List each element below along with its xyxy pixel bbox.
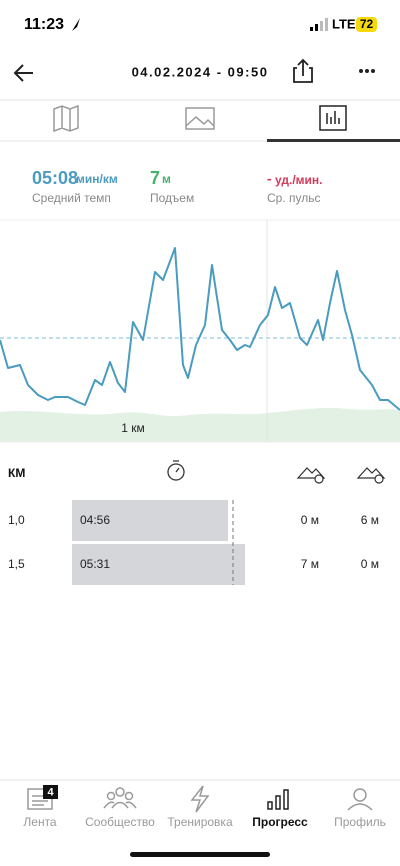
badge-count: 4 bbox=[47, 786, 54, 798]
location-icon bbox=[72, 18, 80, 31]
ascent-cell: 0 м bbox=[301, 513, 319, 527]
pace-cell: 05:31 bbox=[80, 557, 110, 571]
stat-unit: мин/км bbox=[76, 172, 118, 186]
community-icon[interactable] bbox=[103, 787, 137, 809]
pace-cell: 04:56 bbox=[80, 513, 110, 527]
nav-label[interactable]: Тренировка bbox=[167, 815, 233, 829]
workout-icon[interactable] bbox=[190, 785, 210, 813]
badge bbox=[43, 785, 58, 799]
ascent-icon bbox=[296, 467, 326, 484]
stat-value: - bbox=[267, 171, 272, 187]
pace-line bbox=[0, 247, 400, 411]
header-title: 04.02.2024 - 09:50 bbox=[132, 64, 269, 79]
nav-label[interactable]: Прогресс bbox=[252, 815, 308, 829]
profile-icon[interactable] bbox=[347, 788, 373, 811]
descent-cell: 0 м bbox=[361, 557, 379, 571]
chart-tab[interactable] bbox=[319, 105, 347, 131]
stat-value: 7 bbox=[150, 168, 160, 188]
nav-label[interactable]: Лента bbox=[23, 815, 57, 829]
elevation-area bbox=[0, 407, 400, 442]
share-button[interactable] bbox=[293, 58, 313, 83]
map-tab[interactable] bbox=[53, 104, 79, 133]
km-cell: 1,5 bbox=[8, 557, 25, 571]
network-label: LTE bbox=[332, 16, 356, 31]
nav-label[interactable]: Сообщество bbox=[85, 815, 155, 829]
battery-level: 72 bbox=[360, 17, 374, 31]
column-header: КМ bbox=[8, 466, 25, 480]
km-cell: 1,0 bbox=[8, 513, 25, 527]
x-axis-label: 1 км bbox=[121, 421, 145, 435]
descent-cell: 6 м bbox=[361, 513, 379, 527]
pace-bar bbox=[72, 544, 245, 585]
stat-value: 05:08 bbox=[32, 168, 78, 188]
progress-icon[interactable] bbox=[267, 789, 289, 810]
home-indicator bbox=[130, 852, 270, 857]
battery bbox=[356, 17, 377, 32]
signal-icon bbox=[310, 18, 328, 31]
status-time: 11:23 bbox=[24, 16, 64, 33]
stat-unit: м bbox=[162, 172, 171, 186]
ascent-cell: 7 м bbox=[301, 557, 319, 571]
stat-unit: уд./мин. bbox=[275, 173, 323, 187]
photo-tab[interactable] bbox=[185, 107, 215, 130]
stat-label: Ср. пульс bbox=[267, 191, 321, 205]
tab-indicator bbox=[267, 139, 400, 142]
back-button[interactable] bbox=[13, 64, 33, 82]
pace-bar bbox=[72, 500, 228, 541]
descent-icon bbox=[356, 467, 386, 484]
nav-label[interactable]: Профиль bbox=[334, 815, 386, 829]
stat-label: Средний темп bbox=[32, 191, 111, 205]
more-button[interactable] bbox=[359, 69, 375, 73]
stopwatch-icon bbox=[167, 460, 185, 481]
stat-label: Подъем bbox=[150, 191, 194, 205]
